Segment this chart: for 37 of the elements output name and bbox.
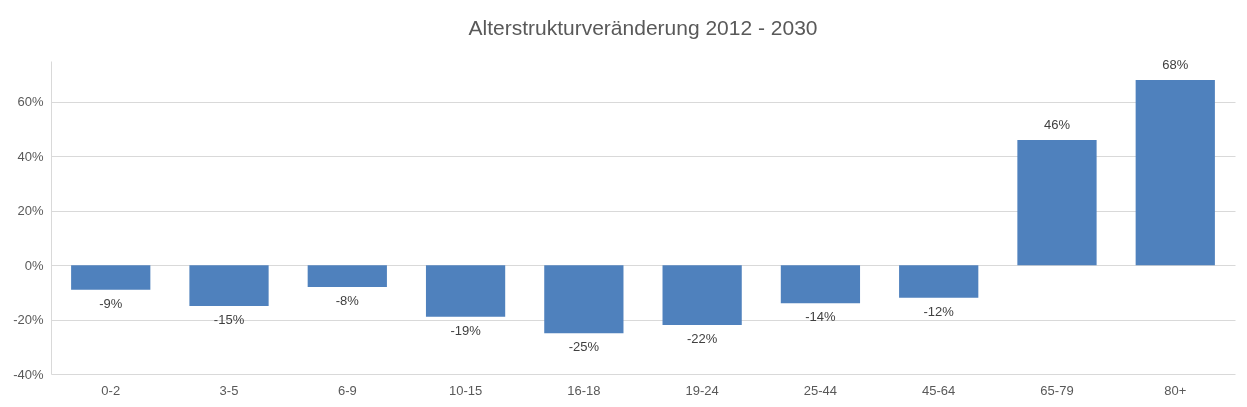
- data-label: -15%: [213, 311, 245, 327]
- bar: [1017, 139, 1097, 266]
- y-tick-label: -20%: [13, 312, 44, 328]
- x-tick-label: 19-24: [685, 382, 719, 398]
- bar: [189, 265, 269, 306]
- x-tick-label: 10-15: [448, 382, 483, 398]
- bar: [662, 265, 742, 326]
- data-label: 46%: [1043, 116, 1071, 132]
- x-tick-label: 45-64: [922, 382, 956, 398]
- x-tick-label: 65-79: [1040, 382, 1074, 398]
- data-label: -12%: [923, 303, 955, 319]
- bar: [780, 265, 861, 304]
- x-tick-label: 3-5: [219, 382, 239, 398]
- y-tick-label: -40%: [13, 366, 44, 382]
- y-tick-label: 40%: [17, 148, 44, 164]
- chart-title: Alterstrukturveränderung 2012 - 2030: [468, 16, 818, 40]
- data-label: -25%: [568, 339, 600, 355]
- bar: [425, 265, 506, 317]
- y-tick-label: 0%: [24, 257, 44, 273]
- data-label: -22%: [686, 331, 718, 347]
- bar: [544, 265, 624, 334]
- x-tick-label: 16-18: [567, 382, 601, 398]
- x-tick-label: 6-9: [337, 382, 357, 398]
- bar: [307, 265, 387, 287]
- bar: [1135, 80, 1215, 266]
- data-label: -14%: [805, 309, 837, 325]
- data-label: 68%: [1162, 57, 1189, 73]
- data-label: -19%: [450, 322, 482, 338]
- data-label: -8%: [335, 292, 360, 308]
- x-tick-label: 80+: [1164, 382, 1187, 398]
- y-tick-label: 20%: [17, 203, 44, 219]
- bar: [71, 265, 151, 290]
- x-tick-label: 25-44: [803, 382, 838, 398]
- x-tick-label: 0-2: [101, 382, 121, 398]
- data-label: -9%: [99, 295, 123, 311]
- bar: [899, 265, 979, 298]
- y-tick-label: 60%: [17, 94, 44, 110]
